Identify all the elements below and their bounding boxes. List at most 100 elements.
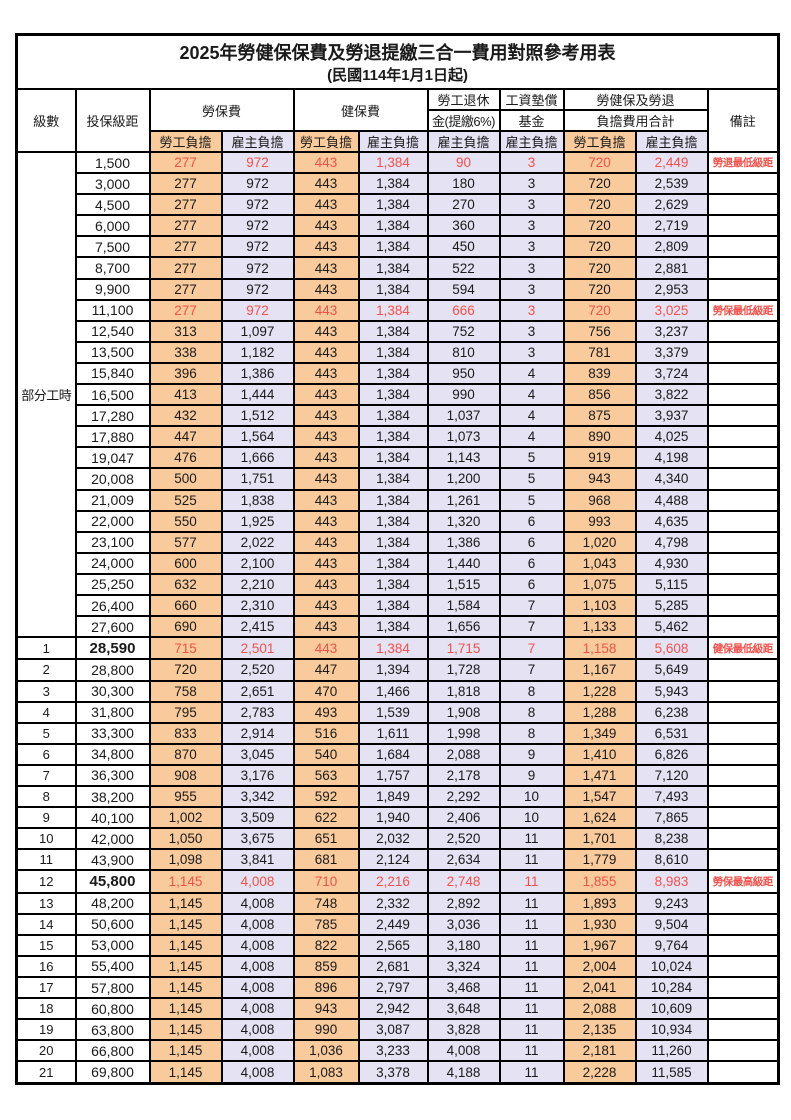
total-worker-cell: 2,041 — [562, 975, 637, 1000]
level-cell: 12 — [15, 869, 77, 894]
header-total-line2: 負擔費用合計 — [562, 109, 709, 132]
labor-worker-cell: 870 — [148, 742, 223, 766]
total-worker-cell: 1,410 — [562, 742, 637, 766]
total-worker-cell: 1,855 — [562, 869, 637, 894]
bracket-cell: 3,000 — [74, 172, 151, 196]
wage-fund-employer-cell: 11 — [498, 997, 565, 1021]
total-employer-cell: 3,822 — [634, 383, 709, 407]
labor-worker-cell: 1,145 — [148, 912, 223, 936]
labor-employer-cell: 972 — [220, 172, 295, 196]
total-worker-cell: 839 — [562, 361, 637, 386]
remark-cell — [706, 615, 780, 639]
labor-employer-cell: 3,841 — [220, 848, 295, 872]
health-worker-cell: 443 — [292, 150, 360, 175]
bracket-cell: 1,500 — [74, 150, 151, 175]
remark-cell — [706, 933, 780, 957]
total-employer-cell: 4,340 — [634, 467, 709, 491]
labor-worker-cell: 720 — [148, 658, 223, 682]
wage-fund-employer-cell: 4 — [498, 361, 565, 386]
total-worker-cell: 1,020 — [562, 530, 637, 554]
health-worker-cell: 443 — [292, 277, 360, 301]
total-employer-cell: 4,198 — [634, 446, 709, 470]
health-employer-cell: 1,849 — [357, 784, 429, 809]
table-row: 14 50,600 1,145 4,008 785 2,449 3,036 11 1,930 9,… — [15, 912, 780, 936]
labor-employer-cell: 2,651 — [220, 679, 295, 703]
table-row: 11 43,900 1,098 3,841 681 2,124 2,634 11 1,779 8,… — [15, 848, 780, 872]
remark-cell — [706, 658, 780, 682]
wage-fund-employer-cell: 4 — [498, 383, 565, 407]
remark-cell — [706, 425, 780, 449]
level-cell: 5 — [15, 721, 77, 745]
bracket-cell: 28,800 — [74, 658, 151, 682]
total-worker-cell: 2,181 — [562, 1039, 637, 1063]
labor-worker-cell: 660 — [148, 593, 223, 618]
health-worker-cell: 443 — [292, 383, 360, 407]
health-worker-cell: 443 — [292, 509, 360, 533]
bracket-cell: 53,000 — [74, 933, 151, 957]
header-health-group: 健保費 — [292, 88, 429, 132]
health-worker-cell: 859 — [292, 954, 360, 979]
bracket-cell: 45,800 — [74, 869, 151, 894]
total-employer-cell: 4,930 — [634, 551, 709, 575]
labor-employer-cell: 2,310 — [220, 593, 295, 618]
total-worker-cell: 720 — [562, 277, 637, 301]
total-employer-cell: 4,488 — [634, 488, 709, 512]
health-employer-cell: 1,384 — [357, 214, 429, 238]
wage-fund-employer-cell: 11 — [498, 848, 565, 872]
bracket-cell: 8,700 — [74, 256, 151, 280]
table-row: 7,500 277 972 443 1,384 450 3 720 2,809 — [17, 235, 780, 259]
pension-employer-cell: 2,088 — [426, 742, 501, 766]
labor-employer-cell: 4,008 — [220, 997, 295, 1021]
health-employer-cell: 1,384 — [357, 636, 429, 661]
wage-fund-employer-cell: 11 — [498, 975, 565, 1000]
title-block: 2025年勞健保保費及勞退提繳三合一費用對照參考用表 (民國114年1月1日起) — [15, 33, 780, 90]
health-worker-cell: 785 — [292, 912, 360, 936]
total-employer-cell: 3,937 — [634, 404, 709, 428]
pension-employer-cell: 4,188 — [426, 1060, 501, 1085]
labor-worker-cell: 396 — [148, 361, 223, 386]
total-employer-cell: 10,024 — [634, 954, 709, 979]
health-worker-cell: 748 — [292, 891, 360, 915]
health-employer-cell: 2,124 — [357, 848, 429, 872]
level-cell: 9 — [15, 806, 77, 830]
total-employer-cell: 11,585 — [634, 1060, 709, 1085]
total-worker-cell: 856 — [562, 383, 637, 407]
health-employer-cell: 1,384 — [357, 319, 429, 343]
table-row: 17,280 432 1,512 443 1,384 1,037 4 875 3,937 — [17, 404, 780, 428]
labor-worker-cell: 413 — [148, 383, 223, 407]
wage-fund-employer-cell: 11 — [498, 891, 565, 915]
bracket-cell: 60,800 — [74, 997, 151, 1021]
wage-fund-employer-cell: 6 — [498, 572, 565, 596]
health-worker-cell: 443 — [292, 298, 360, 322]
header-remark: 備註 — [706, 88, 780, 153]
remark-cell — [706, 827, 780, 851]
bracket-cell: 27,600 — [74, 615, 151, 639]
health-worker-cell: 443 — [292, 530, 360, 554]
level-cell: 4 — [15, 700, 77, 724]
table-row: 11,100 277 972 443 1,384 666 3 720 3,025 勞保最低級距 — [17, 298, 780, 322]
header-row-3: 勞工負擔 雇主負擔 勞工負擔 雇主負擔 雇主負擔 雇主負擔 勞工負擔 雇主負擔 — [17, 130, 779, 153]
wage-fund-employer-cell: 7 — [498, 636, 565, 661]
total-employer-cell: 4,025 — [634, 425, 709, 449]
table-row: 20 66,800 1,145 4,008 1,036 3,233 4,008 11 2,181… — [15, 1039, 780, 1063]
labor-employer-cell: 972 — [220, 193, 295, 217]
remark-cell — [706, 214, 780, 238]
total-employer-cell: 11,260 — [634, 1039, 709, 1063]
subheader-labor-worker: 勞工負擔 — [148, 130, 223, 153]
table-row: 1 28,590 715 2,501 443 1,384 1,715 7 1,158 5,608 健… — [15, 636, 780, 661]
total-employer-cell: 10,284 — [634, 975, 709, 1000]
total-employer-cell: 9,243 — [634, 891, 709, 915]
header-labor-group: 勞保費 — [148, 88, 295, 132]
wage-fund-employer-cell: 11 — [498, 827, 565, 851]
health-worker-cell: 710 — [292, 869, 360, 894]
health-worker-cell: 443 — [292, 172, 360, 196]
health-employer-cell: 1,384 — [357, 615, 429, 639]
level-cell: 21 — [15, 1060, 77, 1085]
labor-employer-cell: 1,386 — [220, 361, 295, 386]
level-cell: 13 — [15, 891, 77, 915]
total-worker-cell: 1,893 — [562, 891, 637, 915]
total-employer-cell: 3,025 — [634, 298, 709, 322]
remark-cell — [706, 340, 780, 364]
remark-cell — [706, 404, 780, 428]
